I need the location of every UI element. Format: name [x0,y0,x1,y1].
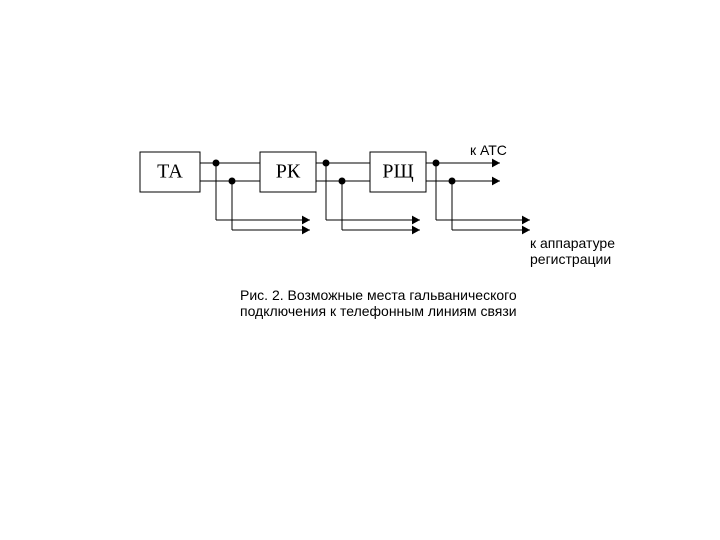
arrow-head-icon [412,216,420,225]
node-rk-label: РК [276,161,301,183]
arrow-head-icon [522,226,530,235]
diagram-canvas: ТА РК РЩ к АТС к аппаратуререгистрации Рис. 2… [0,0,720,540]
label-to-ats: к АТС [470,142,507,158]
arrow-head-icon [412,226,420,235]
arrow-head-icon [522,216,530,225]
arrow-head-icon [492,177,500,186]
figure-caption-line1: Рис. 2. Возможные места гальванического [240,287,517,303]
figure-caption-line2: подключения к телефонным линиям связи [240,303,517,319]
node-rsh-label: РЩ [382,161,413,183]
arrow-head-icon [302,216,310,225]
node-ta-label: ТА [157,161,183,183]
label-to-registration-1: к аппаратуре [530,235,615,251]
label-to-registration-2: регистрации [530,251,611,267]
arrow-head-icon [492,159,500,168]
arrow-head-icon [302,226,310,235]
